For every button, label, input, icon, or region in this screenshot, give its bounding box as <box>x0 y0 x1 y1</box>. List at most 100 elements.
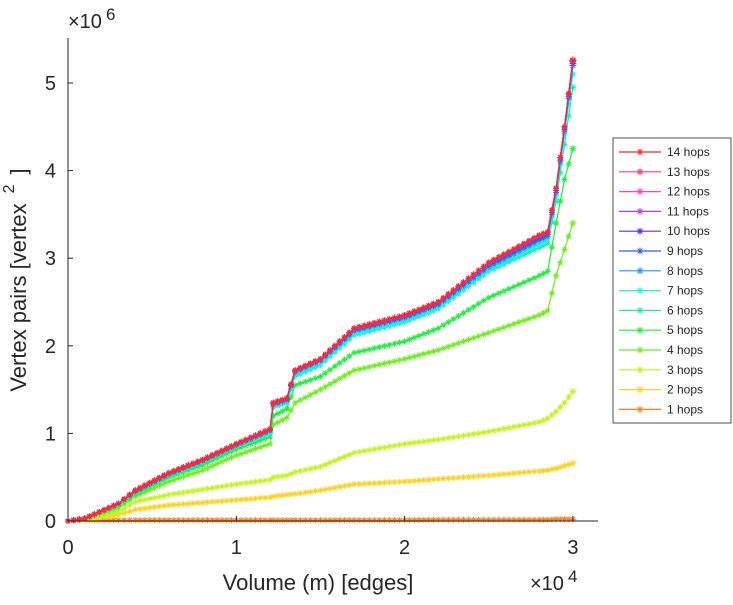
data-point <box>238 438 245 445</box>
data-point <box>521 317 528 324</box>
data-point <box>531 274 538 281</box>
data-point <box>270 412 277 419</box>
data-point <box>233 496 240 503</box>
data-point <box>485 516 492 523</box>
data-point <box>480 297 487 304</box>
data-point <box>536 232 543 239</box>
data-point <box>531 243 538 250</box>
legend-marker <box>636 405 644 413</box>
data-point <box>126 491 133 498</box>
data-point <box>115 509 122 516</box>
data-point <box>465 306 472 313</box>
data-point <box>510 320 517 327</box>
data-point <box>302 394 309 401</box>
data-point <box>346 370 353 377</box>
legend-item: 14 hops <box>619 145 710 159</box>
legend-item: 9 hops <box>619 244 703 258</box>
legend-marker <box>636 207 644 215</box>
data-point <box>361 517 368 524</box>
data-point <box>346 353 353 360</box>
data-point <box>371 362 378 369</box>
data-point <box>531 247 538 254</box>
data-point <box>569 219 577 227</box>
data-point <box>262 494 269 501</box>
data-point <box>544 240 551 247</box>
data-point <box>199 517 206 524</box>
data-point <box>406 310 413 317</box>
series-1-hops <box>65 515 577 524</box>
data-point <box>137 517 144 524</box>
data-point <box>553 516 560 523</box>
data-point <box>199 499 206 506</box>
data-point <box>480 516 487 523</box>
data-point <box>455 516 462 523</box>
data-point <box>540 230 547 237</box>
data-point <box>141 517 148 524</box>
data-point <box>510 470 517 477</box>
data-point <box>141 496 148 503</box>
data-point <box>396 339 403 346</box>
data-point <box>351 349 358 356</box>
data-point <box>121 505 128 512</box>
data-point <box>132 487 139 494</box>
data-point <box>170 501 177 508</box>
data-point <box>475 300 482 307</box>
y-axis-label: Vertex pairs [vertex2] <box>1 168 31 391</box>
data-point <box>190 460 197 467</box>
data-point <box>386 341 393 348</box>
y-tick-label: 0 <box>45 511 56 533</box>
data-point <box>204 499 211 506</box>
data-point <box>151 477 158 484</box>
data-point <box>396 478 403 485</box>
series-6-hops <box>65 83 577 524</box>
data-point <box>336 338 343 345</box>
data-point <box>500 425 507 432</box>
data-point <box>287 491 294 498</box>
legend-item: 3 hops <box>619 363 703 377</box>
data-point <box>274 473 281 480</box>
data-point <box>274 419 281 426</box>
data-point <box>331 457 338 464</box>
data-point <box>194 458 201 465</box>
data-point <box>341 482 348 489</box>
data-point <box>297 467 304 474</box>
data-point <box>156 474 163 481</box>
y-tick-label: 3 <box>45 248 56 270</box>
data-point <box>175 475 182 482</box>
data-point <box>565 101 572 108</box>
series-line <box>67 60 574 522</box>
data-point <box>331 484 338 491</box>
data-point <box>151 517 158 524</box>
data-point <box>561 246 568 253</box>
data-point <box>569 70 577 78</box>
data-point <box>266 517 273 524</box>
data-point <box>490 256 497 263</box>
data-point <box>544 467 551 474</box>
data-point <box>180 473 187 480</box>
data-point <box>297 517 304 524</box>
data-point <box>445 319 452 326</box>
data-point <box>376 318 383 325</box>
data-point <box>91 511 98 518</box>
data-point <box>361 447 368 454</box>
data-point <box>228 481 235 488</box>
data-point <box>242 496 249 503</box>
data-point <box>204 454 211 461</box>
data-point <box>544 415 551 422</box>
data-point <box>396 517 403 524</box>
data-point <box>536 244 543 251</box>
data-point <box>526 420 533 427</box>
data-point <box>151 494 158 501</box>
data-point <box>270 421 277 428</box>
data-point <box>536 516 543 523</box>
data-point <box>406 440 413 447</box>
data-point <box>521 240 528 247</box>
data-point <box>521 516 528 523</box>
plot-area <box>65 56 577 524</box>
data-point <box>445 291 452 298</box>
data-point <box>252 495 259 502</box>
data-point <box>485 294 492 301</box>
data-point <box>561 462 568 469</box>
data-point <box>351 517 358 524</box>
